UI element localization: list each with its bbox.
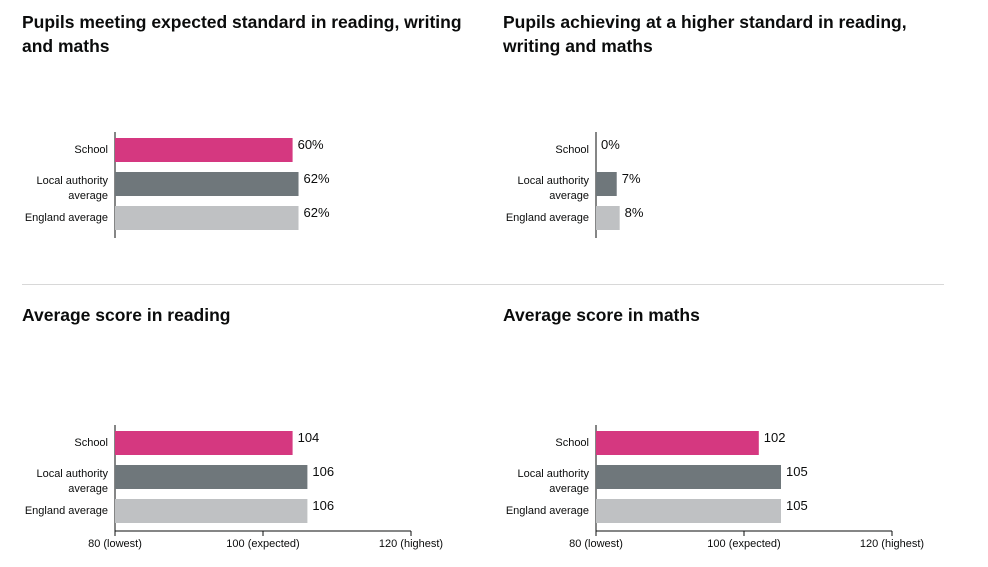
bar-local-authority xyxy=(115,172,299,196)
x-tick-label: 80 (lowest) xyxy=(88,538,142,550)
category-label: School xyxy=(555,144,589,156)
x-tick-label: 100 (expected) xyxy=(226,538,299,550)
value-label: 105 xyxy=(786,464,808,479)
bar-school xyxy=(115,138,293,162)
category-label: England average xyxy=(506,212,589,224)
value-label: 60% xyxy=(298,137,324,152)
bar-school xyxy=(596,431,759,455)
bar-england xyxy=(115,206,299,230)
bar-chart: 0% School 7% Local authority average 8% Englan… xyxy=(506,132,644,238)
bar-chart: 104 School 106 Local authority average 106 Eng… xyxy=(25,425,443,550)
value-label: 7% xyxy=(622,171,641,186)
value-label: 0% xyxy=(601,137,620,152)
value-label: 104 xyxy=(298,430,320,445)
bar-england xyxy=(115,499,308,523)
value-label: 106 xyxy=(312,464,334,479)
chart-panel-reading-score: Average score in reading 104 School 106 Loc… xyxy=(22,303,474,567)
bar-england xyxy=(596,499,781,523)
bar-chart: 102 School 105 Local authority average 105 Eng… xyxy=(506,425,924,550)
bar-local-authority xyxy=(596,172,617,196)
value-label: 62% xyxy=(304,171,330,186)
category-label: England average xyxy=(25,505,108,517)
bar-england xyxy=(596,206,620,230)
section-divider xyxy=(22,284,944,285)
category-label: School xyxy=(74,144,108,156)
category-label: England average xyxy=(506,505,589,517)
bar-school xyxy=(115,431,293,455)
category-label: Local authority average xyxy=(36,175,108,202)
chart-title: Average score in reading xyxy=(22,305,231,325)
category-label: Local authority average xyxy=(517,468,589,495)
value-label: 106 xyxy=(312,498,334,513)
x-tick-label: 100 (expected) xyxy=(707,538,780,550)
x-tick-label: 120 (highest) xyxy=(379,538,443,550)
category-label: Local authority average xyxy=(36,468,108,495)
chart-title: Pupils achieving at a higher standard in… xyxy=(503,12,907,56)
x-tick-label: 120 (highest) xyxy=(860,538,924,550)
bar-local-authority xyxy=(115,465,308,489)
bar-chart: 60% School 62% Local authority average 62% Eng… xyxy=(25,132,330,238)
value-label: 105 xyxy=(786,498,808,513)
category-label: School xyxy=(555,437,589,449)
value-label: 62% xyxy=(304,205,330,220)
category-label: England average xyxy=(25,212,108,224)
category-label: Local authority average xyxy=(517,175,589,202)
chart-panel-higher-standard: Pupils achieving at a higher standard in… xyxy=(503,10,955,274)
category-label: School xyxy=(74,437,108,449)
value-label: 8% xyxy=(625,205,644,220)
chart-title: Average score in maths xyxy=(503,305,700,325)
chart-panel-maths-score: Average score in maths 102 School 105 Local… xyxy=(503,303,955,567)
bar-local-authority xyxy=(596,465,781,489)
chart-title: Pupils meeting expected standard in read… xyxy=(22,12,462,56)
x-tick-label: 80 (lowest) xyxy=(569,538,623,550)
chart-panel-expected-standard: Pupils meeting expected standard in read… xyxy=(22,10,474,274)
value-label: 102 xyxy=(764,430,786,445)
